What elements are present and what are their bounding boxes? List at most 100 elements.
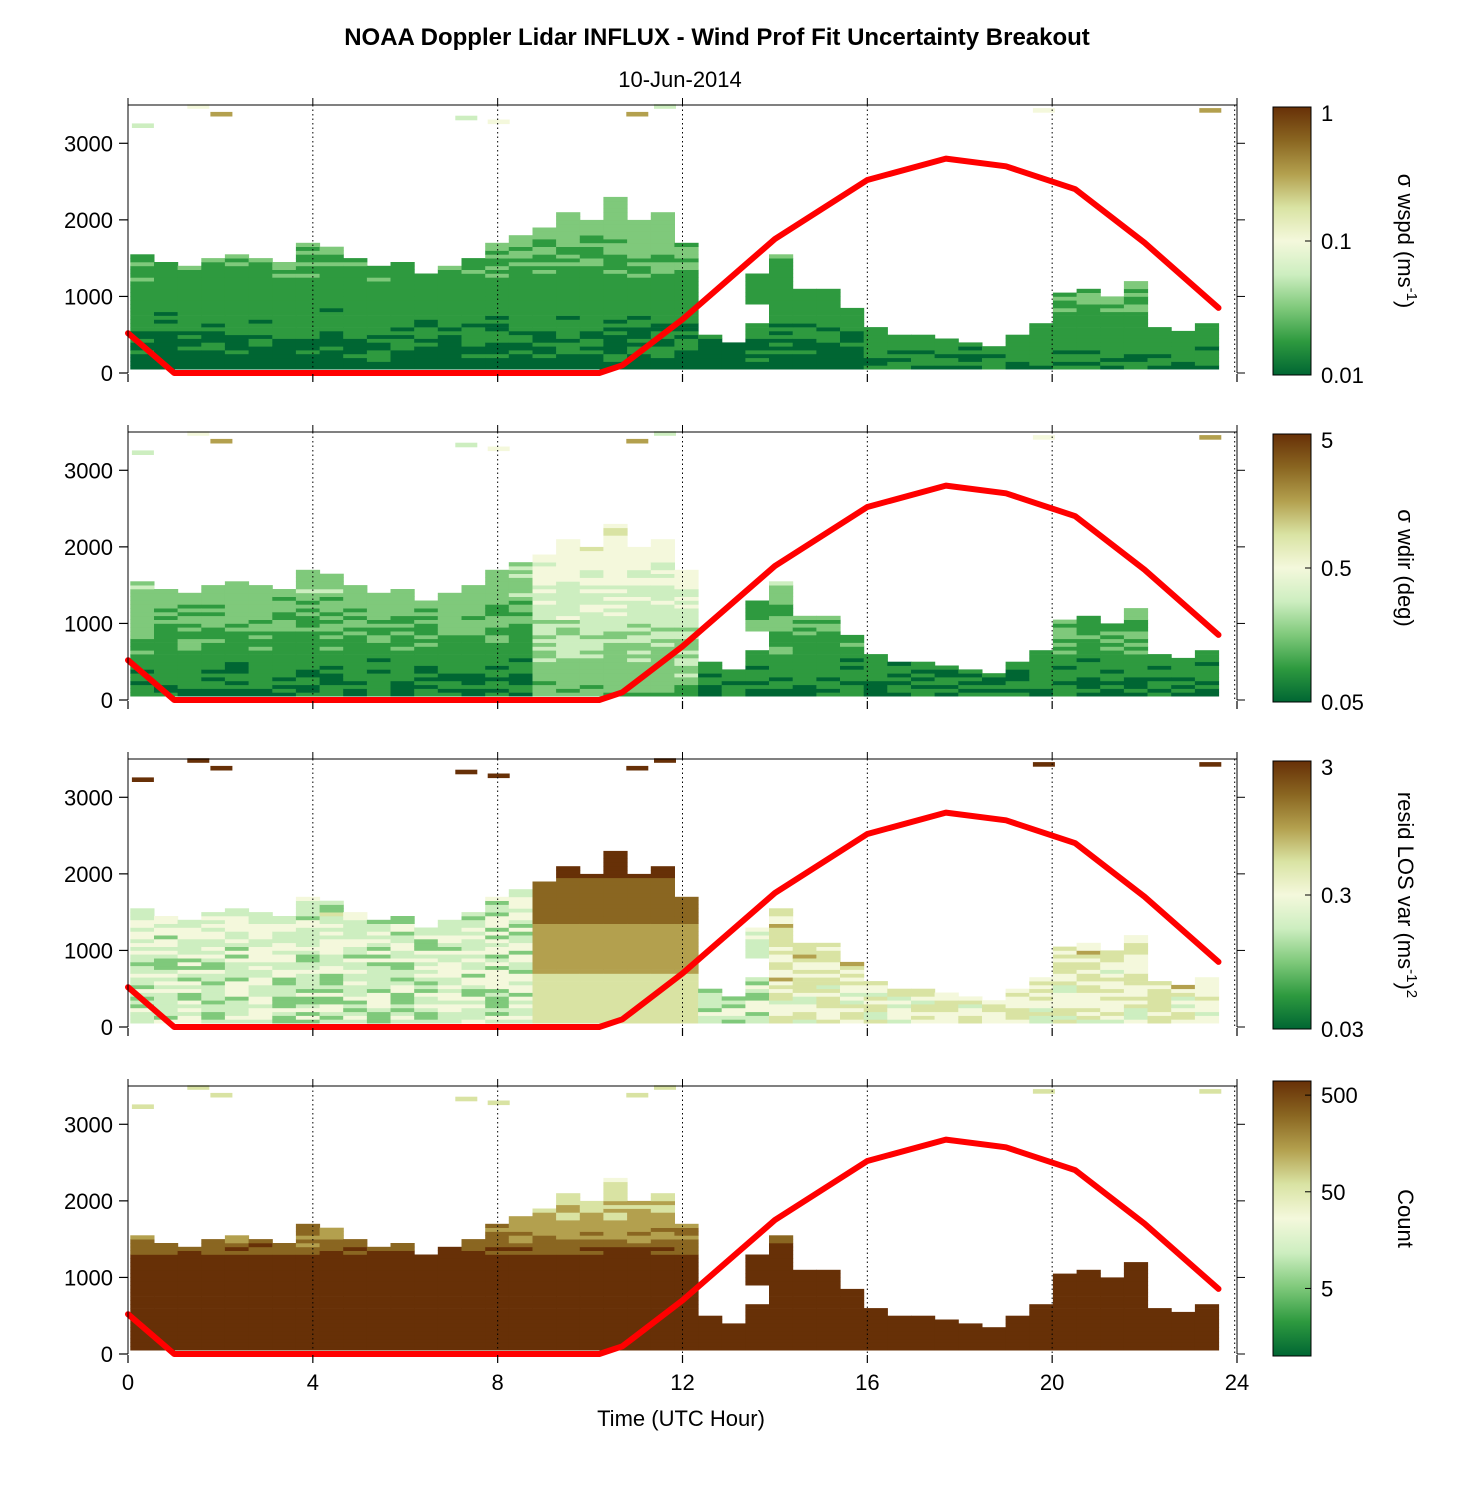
- heatmap-cell: [201, 627, 226, 632]
- heatmap-column: [461, 1239, 486, 1351]
- sparse-patch: [654, 758, 676, 763]
- heatmap-cell: [556, 908, 581, 913]
- heatmap-cell: [579, 1204, 604, 1209]
- heatmap-cell: [414, 650, 439, 655]
- heatmap-cell: [154, 677, 179, 682]
- heatmap-cell: [177, 292, 202, 297]
- heatmap-cell: [177, 634, 202, 640]
- heatmap-cell: [745, 296, 770, 301]
- heatmap-cell: [319, 342, 344, 347]
- heatmap-cell: [650, 608, 675, 613]
- heatmap-cell: [461, 1265, 486, 1271]
- heatmap-cell: [508, 984, 533, 990]
- heatmap-cell: [319, 923, 344, 928]
- heatmap-cell: [201, 961, 226, 967]
- heatmap-cell: [792, 1342, 817, 1347]
- heatmap-cell: [532, 1273, 557, 1278]
- heatmap-cell: [508, 327, 533, 332]
- heatmap-cell: [1005, 1004, 1030, 1009]
- heatmap-cell: [603, 239, 628, 244]
- sparse-patch: [1199, 435, 1222, 440]
- heatmap-cell: [177, 680, 202, 686]
- heatmap-cell: [295, 353, 321, 359]
- heatmap-cell: [627, 1254, 652, 1259]
- heatmap-cell: [201, 350, 226, 355]
- heatmap-cell: [627, 1262, 652, 1267]
- heatmap-cell: [698, 346, 723, 351]
- heatmap-cell: [579, 992, 604, 997]
- heatmap-cell: [627, 304, 652, 309]
- heatmap-cell: [508, 1004, 533, 1009]
- heatmap-cell: [295, 931, 321, 936]
- heatmap-cell: [390, 292, 415, 297]
- heatmap-cell: [532, 1235, 557, 1240]
- heatmap-cell: [1100, 1304, 1125, 1309]
- heatmap-cell: [414, 1019, 439, 1024]
- heatmap-cell: [911, 1338, 936, 1343]
- heatmap-cell: [650, 254, 675, 259]
- heatmap-cell: [603, 1300, 628, 1305]
- heatmap-cell: [556, 581, 581, 586]
- heatmap-cell: [437, 1250, 462, 1255]
- heatmap-cell: [1076, 1296, 1101, 1301]
- heatmap-cell: [508, 958, 533, 963]
- heatmap-cell: [532, 611, 557, 617]
- heatmap-cell: [1147, 361, 1172, 366]
- heatmap-cell: [319, 1239, 344, 1244]
- heatmap-cell: [248, 589, 273, 594]
- heatmap-cell: [769, 277, 794, 282]
- heatmap-cell: [650, 227, 675, 232]
- heatmap-cell: [461, 992, 486, 997]
- heatmap-cell: [627, 950, 652, 955]
- heatmap-cell: [792, 1311, 817, 1317]
- heatmap-cell: [603, 900, 628, 905]
- heatmap-cell: [248, 1011, 273, 1016]
- colorbar-label: Count: [1393, 1189, 1418, 1248]
- heatmap-cell: [461, 1019, 486, 1024]
- heatmap-cell: [556, 961, 581, 967]
- heatmap-cell: [295, 581, 321, 586]
- heatmap-cell: [224, 619, 250, 624]
- heatmap-cell: [508, 566, 533, 571]
- heatmap-cell: [603, 319, 628, 324]
- heatmap-cell: [437, 935, 462, 940]
- heatmap-cell: [461, 1296, 486, 1301]
- heatmap-cell: [1194, 1323, 1220, 1328]
- heatmap-cell: [414, 296, 439, 301]
- heatmap-cell: [603, 1304, 628, 1309]
- heatmap-cell: [154, 1315, 179, 1320]
- heatmap-cell: [579, 1296, 604, 1301]
- heatmap-cell: [461, 627, 486, 632]
- heatmap-cell: [224, 650, 250, 655]
- heatmap-cell: [461, 334, 486, 339]
- heatmap-cell: [650, 357, 675, 362]
- heatmap-cell: [366, 353, 392, 359]
- heatmap-cell: [650, 589, 675, 594]
- heatmap-cell: [1147, 692, 1172, 697]
- heatmap-cell: [414, 1269, 439, 1274]
- heatmap-cell: [272, 1331, 297, 1336]
- heatmap-cell: [816, 673, 841, 678]
- heatmap-cell: [1123, 608, 1149, 613]
- heatmap-cell: [532, 258, 557, 263]
- heatmap-cell: [816, 1015, 841, 1020]
- heatmap-cell: [319, 996, 344, 1001]
- heatmap-cell: [224, 634, 250, 640]
- heatmap-cell: [603, 577, 628, 582]
- heatmap-cell: [390, 923, 415, 928]
- heatmap-cell: [579, 1223, 604, 1228]
- heatmap-cell: [201, 315, 226, 320]
- heatmap-cell: [1100, 992, 1125, 997]
- heatmap-cell: [130, 1269, 155, 1274]
- heatmap-cell: [911, 1315, 936, 1320]
- heatmap-cell: [532, 896, 557, 901]
- heatmap-cell: [461, 619, 486, 624]
- heatmap-cell: [556, 893, 581, 898]
- heatmap-cell: [603, 611, 628, 617]
- heatmap-cell: [437, 946, 462, 951]
- heatmap-cell: [816, 961, 841, 967]
- heatmap-cell: [414, 1304, 439, 1309]
- heatmap-cell: [556, 619, 581, 624]
- heatmap-cell: [272, 262, 297, 267]
- heatmap-cell: [556, 654, 581, 659]
